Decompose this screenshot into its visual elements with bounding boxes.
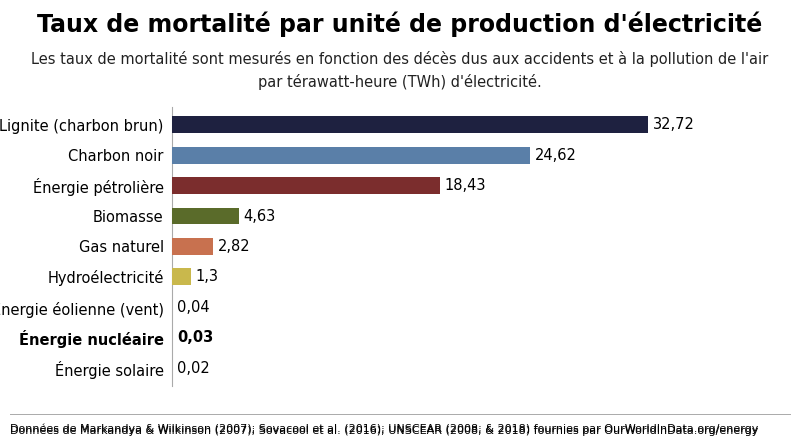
Text: 32,72: 32,72 — [653, 117, 694, 132]
Text: 0,04: 0,04 — [177, 300, 210, 315]
Text: Données de Markandya & Wilkinson (2007); Sovacool et al. (2016); UNSCEAR (2008; : Données de Markandya & Wilkinson (2007);… — [10, 424, 758, 434]
Text: 2,82: 2,82 — [218, 239, 250, 254]
Bar — [172, 177, 440, 194]
Text: 4,63: 4,63 — [244, 209, 276, 223]
Text: 24,62: 24,62 — [534, 148, 577, 163]
Text: 0,02: 0,02 — [177, 361, 210, 376]
Text: Les taux de mortalité sont mesurés en fonction des décès dus aux accidents et à : Les taux de mortalité sont mesurés en fo… — [31, 51, 769, 90]
Text: 18,43: 18,43 — [445, 178, 486, 193]
Bar — [172, 116, 648, 133]
Text: 0,03: 0,03 — [177, 330, 213, 345]
Bar — [172, 147, 530, 163]
Text: 1,3: 1,3 — [195, 270, 218, 284]
Bar — [172, 208, 239, 224]
Bar — [172, 238, 213, 255]
Text: Données de Markandya & Wilkinson (2007); Sovacool et al. (2016); UNSCEAR (2008; : Données de Markandya & Wilkinson (2007);… — [10, 425, 758, 436]
Bar — [172, 269, 191, 285]
Text: Taux de mortalité par unité de production d'électricité: Taux de mortalité par unité de productio… — [38, 11, 762, 36]
